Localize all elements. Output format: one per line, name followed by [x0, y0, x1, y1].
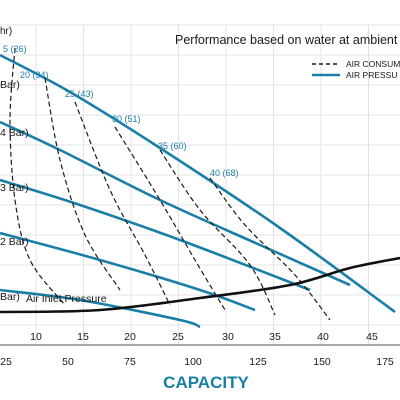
air-consumption-curve [9, 47, 66, 306]
x-secondary-tick: 45 [366, 331, 378, 343]
pressure-labels: Bar) 4 Bar) 3 Bar) 2 Bar) Bar) [0, 79, 29, 303]
x-primary-tick: 75 [124, 356, 136, 368]
air-consumption-curve [74, 101, 171, 306]
air-consumption-curve [209, 177, 331, 321]
x-secondary-tick: 25 [172, 331, 184, 343]
air-consumption-curve [159, 149, 276, 316]
y-axis-fragment: hr) [0, 26, 12, 37]
x-secondary-ticks: 10 15 20 25 30 35 40 45 [30, 331, 378, 343]
x-primary-tick: 25 [0, 356, 12, 368]
x-primary-tick: 150 [313, 356, 331, 368]
x-primary-tick: 100 [184, 356, 202, 368]
air-inlet-pressure-label: Air Inlet Pressure [26, 293, 107, 305]
legend-label-air-consumption: AIR CONSUM [346, 59, 400, 69]
pressure-label-2: 4 Bar) [0, 127, 29, 139]
air-pressure-curve [0, 53, 396, 314]
x-secondary-tick: 30 [222, 331, 234, 343]
x-secondary-tick: 40 [317, 331, 329, 343]
consumption-label-1: 5 (26) [3, 44, 27, 54]
x-secondary-tick: 10 [30, 331, 42, 343]
pressure-label-3: 3 Bar) [0, 182, 29, 194]
x-secondary-tick: 35 [269, 331, 281, 343]
air-consumption-curve [44, 77, 121, 291]
air-pressure-curve [0, 178, 311, 292]
x-secondary-tick: 20 [124, 331, 136, 343]
pressure-label-4: 2 Bar) [0, 236, 29, 248]
air-pressure-curve [0, 288, 201, 329]
consumption-label-5: 35 (60) [158, 141, 187, 151]
air-pressure-curve [0, 120, 351, 287]
pressure-label-1: Bar) [0, 79, 20, 91]
air-consumption-curve [114, 126, 226, 311]
consumption-label-6: 40 (68) [210, 168, 239, 178]
air-pressure-curve [0, 231, 256, 312]
x-axis-title: CAPACITY [163, 373, 249, 392]
chart-series [0, 47, 400, 329]
consumption-labels: 5 (26) 20 (34) 25 (43) 30 (51) 35 (60) 4… [3, 44, 239, 178]
consumption-label-2: 20 (34) [20, 70, 49, 80]
legend-label-air-pressure: AIR PRESSU [346, 70, 398, 80]
x-primary-tick: 50 [62, 356, 74, 368]
chart-title: Performance based on water at ambient [175, 33, 398, 47]
x-primary-ticks: 25 50 75 100 125 150 175 [0, 356, 394, 368]
pressure-label-5: Bar) [0, 291, 20, 303]
x-primary-tick: 175 [376, 356, 394, 368]
x-secondary-tick: 15 [77, 331, 89, 343]
consumption-label-4: 30 (51) [112, 114, 141, 124]
air-inlet-pressure-curve [0, 256, 400, 314]
x-primary-tick: 125 [249, 356, 267, 368]
chart-legend: AIR CONSUM AIR PRESSU [312, 59, 400, 80]
consumption-label-3: 25 (43) [65, 89, 94, 99]
